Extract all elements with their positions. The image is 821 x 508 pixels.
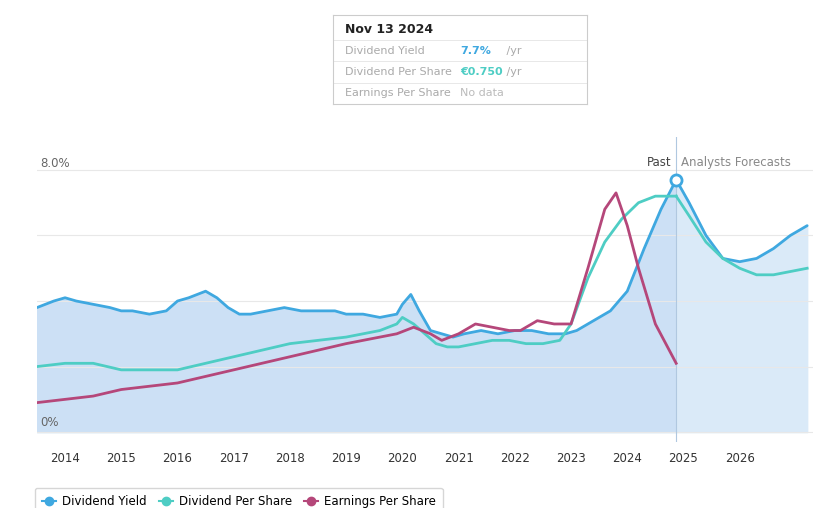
Text: Earnings Per Share: Earnings Per Share — [346, 88, 451, 99]
Text: Analysts Forecasts: Analysts Forecasts — [681, 156, 791, 169]
Legend: Dividend Yield, Dividend Per Share, Earnings Per Share: Dividend Yield, Dividend Per Share, Earn… — [35, 488, 443, 508]
Text: 0%: 0% — [39, 416, 58, 429]
Text: Past: Past — [647, 156, 672, 169]
Text: 8.0%: 8.0% — [39, 157, 70, 170]
Text: Nov 13 2024: Nov 13 2024 — [346, 23, 433, 36]
Text: 7.7%: 7.7% — [460, 46, 491, 56]
Text: Dividend Per Share: Dividend Per Share — [346, 67, 452, 77]
Text: /yr: /yr — [503, 67, 521, 77]
Text: €0.750: €0.750 — [460, 67, 502, 77]
Text: /yr: /yr — [503, 46, 521, 56]
Text: No data: No data — [460, 88, 503, 99]
Text: Dividend Yield: Dividend Yield — [346, 46, 425, 56]
